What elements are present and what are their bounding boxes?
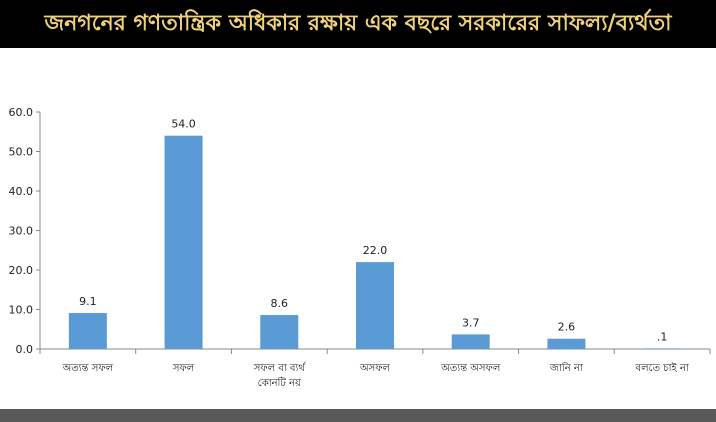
data-label: 3.7 <box>462 316 480 329</box>
bar <box>643 348 682 349</box>
y-tick-label: 60.0 <box>9 106 34 119</box>
y-tick-label: 40.0 <box>9 185 34 198</box>
y-tick-label: 0.0 <box>16 343 34 356</box>
data-label: 8.6 <box>271 297 289 310</box>
x-category-label: সফল বা ব্যর্থ <box>253 362 306 374</box>
x-category-label: অত্যন্ত অসফল <box>440 363 501 374</box>
y-tick-label: 50.0 <box>9 146 34 159</box>
y-tick-label: 20.0 <box>9 264 34 277</box>
x-category-label: সফল <box>172 363 195 374</box>
chart-title: জনগনের গণতান্ত্রিক অধিকার রক্ষায় এক বছর… <box>44 10 672 36</box>
footer-bar <box>0 409 716 422</box>
data-label: 22.0 <box>363 244 388 257</box>
bar-chart: 0.0 10.0 20.0 30.0 40.0 50.0 60.0 9.1 অত্যন্ত সফ… <box>9 106 711 389</box>
x-category-label: বলতে চাই না <box>635 362 690 374</box>
data-label: .1 <box>657 330 668 343</box>
x-category-label: অসফল <box>359 363 391 374</box>
x-category-label: জানি না <box>549 362 584 374</box>
bar <box>356 262 394 349</box>
x-category-label: অত্যন্ত সফল <box>62 363 114 374</box>
bar <box>547 338 586 349</box>
bar <box>451 334 490 349</box>
bar <box>68 313 107 349</box>
title-bar: জনগনের গণতান্ত্রিক অধিকার রক্ষায় এক বছর… <box>0 0 716 48</box>
bar <box>260 315 299 349</box>
data-label: 2.6 <box>558 321 576 334</box>
y-tick-label: 30.0 <box>9 225 34 238</box>
y-tick-label: 10.0 <box>9 304 34 317</box>
data-label: 54.0 <box>171 118 196 131</box>
x-category-label: কোনটি নয় <box>258 376 302 389</box>
bar <box>164 135 203 349</box>
data-label: 9.1 <box>79 295 97 308</box>
